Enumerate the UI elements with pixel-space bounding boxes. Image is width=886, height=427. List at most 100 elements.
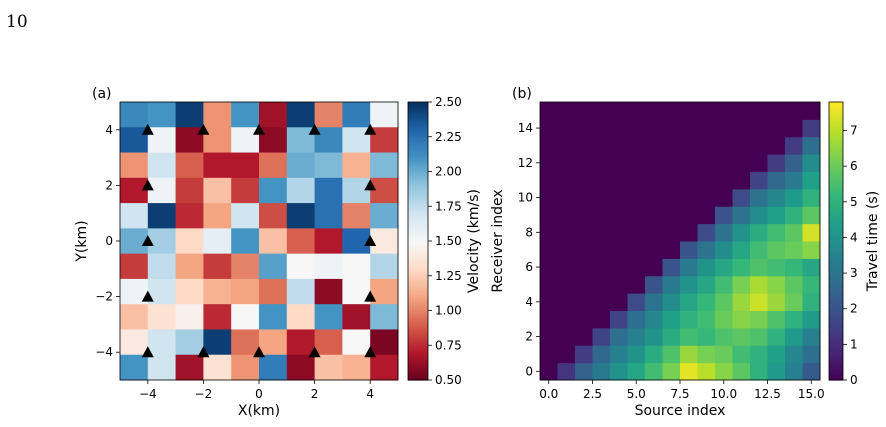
a-heatmap-cell — [147, 354, 177, 381]
b-heatmap-cell — [802, 362, 821, 381]
a-colorbar-segment — [408, 278, 428, 281]
b-heatmap-cell — [697, 293, 716, 311]
b-heatmap-cell — [785, 275, 803, 294]
a-heatmap-cell — [147, 253, 177, 280]
b-heatmap-cell — [732, 171, 751, 190]
a-heatmap-cell — [314, 329, 343, 356]
b-heatmap-cell — [557, 102, 576, 120]
b-heatmap-cell — [627, 136, 646, 155]
b-heatmap-cell — [697, 102, 716, 120]
a-heatmap-cell — [370, 127, 399, 154]
b-colorbar-segment — [829, 363, 843, 367]
b-colorbar-tick-label: 6 — [850, 159, 858, 173]
a-colorbar-tick-label: 0.75 — [435, 338, 462, 352]
b-heatmap-cell — [610, 154, 628, 172]
a-heatmap-cell — [203, 253, 232, 280]
a-receiver-marker — [253, 123, 265, 135]
b-heatmap-cell — [680, 154, 698, 172]
a-colorbar-segment — [408, 331, 428, 335]
a-heatmap-cell — [314, 127, 343, 154]
a-receiver-marker — [364, 123, 377, 135]
a-heatmap-cell — [314, 253, 343, 280]
b-heatmap-cell — [592, 136, 611, 155]
b-heatmap-cell — [785, 119, 803, 138]
b-colorbar-segment — [829, 120, 843, 124]
b-colorbar-segment — [829, 285, 843, 288]
a-colorbar-segment — [408, 363, 428, 367]
b-colorbar-segment — [829, 333, 843, 337]
b-heatmap-cell — [557, 171, 576, 190]
a-heatmap-cell — [175, 304, 204, 330]
a-receiver-marker — [141, 179, 154, 191]
a-receiver-marker — [141, 235, 154, 246]
b-colorbar-segment — [829, 273, 843, 277]
b-heatmap-cell — [767, 223, 786, 242]
b-colorbar-segment — [829, 312, 843, 316]
b-heatmap-cell — [592, 258, 611, 277]
b-heatmap-cell — [750, 136, 768, 155]
b-heatmap-cell — [540, 362, 558, 381]
a-colorbar-segment — [408, 222, 428, 226]
b-heatmap-cell — [575, 154, 593, 172]
a-heatmap-cell — [231, 228, 260, 255]
a-colorbar-segment — [408, 317, 428, 321]
b-heatmap-cell — [610, 136, 628, 155]
b-heatmap-cell — [627, 206, 646, 225]
a-colorbar-segment — [408, 298, 428, 302]
b-heatmap-cell — [592, 154, 611, 172]
a-heatmap-cell — [314, 152, 343, 179]
b-colorbar-segment — [829, 243, 843, 247]
b-heatmap-cell — [767, 345, 786, 364]
a-colorbar-segment — [408, 271, 428, 275]
b-heatmap-cell — [540, 154, 558, 172]
a-heatmap-cell — [342, 304, 371, 330]
a-colorbar-segment — [408, 268, 428, 272]
b-colorbar-segment — [829, 222, 843, 226]
a-colorbar-segment — [408, 134, 428, 138]
a-x-axis-label: X(km) — [238, 403, 280, 419]
a-colorbar-segment — [408, 305, 428, 309]
b-colorbar-segment — [829, 176, 843, 180]
a-y-tick-label: −2 — [95, 290, 113, 304]
b-heatmap-cell — [557, 258, 576, 277]
b-heatmap-cell — [750, 241, 768, 259]
b-heatmap-cell — [662, 293, 681, 311]
b-heatmap-cell — [732, 188, 751, 207]
b-heatmap-cell — [557, 223, 576, 242]
b-heatmap-cell — [592, 293, 611, 311]
a-colorbar-segment — [408, 287, 428, 291]
b-heatmap-cell — [645, 327, 663, 346]
b-heatmap-cell — [662, 206, 681, 225]
b-heatmap-cell — [750, 223, 768, 242]
b-heatmap-cell — [732, 241, 751, 259]
a-heatmap-cell — [147, 203, 177, 229]
a-heatmap-cell — [342, 203, 371, 229]
b-heatmap-cell — [610, 171, 628, 190]
b-heatmap-cell — [767, 258, 786, 277]
b-heatmap-cell — [715, 310, 733, 329]
b-heatmap-cell — [750, 258, 768, 277]
b-heatmap-cell — [767, 206, 786, 225]
b-heatmap-cell — [662, 171, 681, 190]
a-colorbar-segment — [408, 180, 428, 184]
a-colorbar-segment — [408, 354, 428, 358]
b-heatmap-cell — [785, 327, 803, 346]
a-colorbar-segment — [408, 366, 428, 370]
a-heatmap-cell — [259, 228, 288, 255]
b-x-tick-label: 10.0 — [710, 387, 737, 401]
b-colorbar-segment — [829, 206, 843, 210]
a-heatmap-cell — [203, 354, 232, 381]
a-heatmap-cell — [286, 102, 316, 128]
b-heatmap-cell — [767, 171, 786, 190]
a-colorbar-segment — [408, 215, 428, 219]
b-heatmap-cell — [557, 362, 576, 381]
b-heatmap-cell — [697, 223, 716, 242]
a-colorbar-segment — [408, 213, 428, 217]
a-colorbar-segment — [408, 241, 428, 244]
b-colorbar-segment — [829, 122, 843, 126]
b-heatmap-cell — [645, 188, 663, 207]
b-heatmap-cell — [802, 275, 821, 294]
a-colorbar-segment — [408, 296, 428, 300]
b-colorbar-segment — [829, 359, 843, 363]
b-colorbar-tick-label: 5 — [850, 195, 858, 209]
